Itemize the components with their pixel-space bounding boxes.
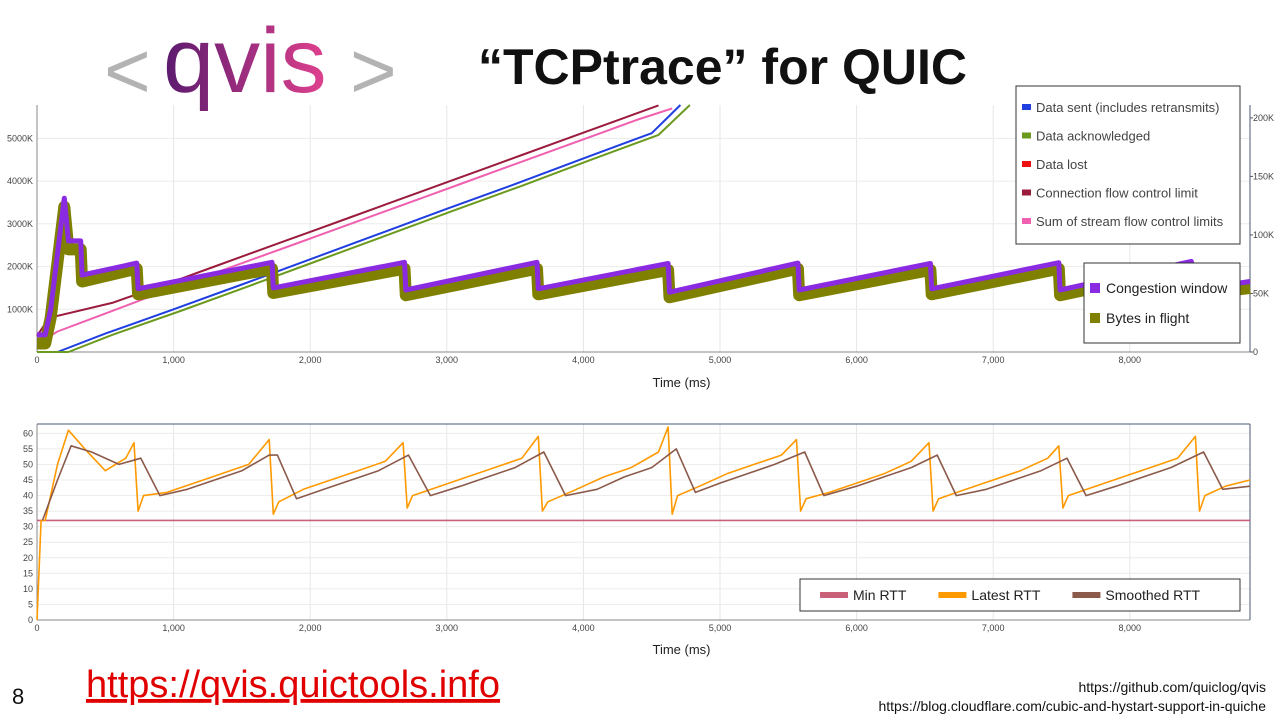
legend-label: Bytes in flight [1106, 310, 1189, 326]
x-axis-title: Time (ms) [652, 642, 710, 657]
x-axis-title: Time (ms) [652, 375, 710, 390]
x-tick-label: 2,000 [299, 355, 322, 365]
x-tick-label: 7,000 [982, 623, 1005, 633]
link[interactable]: https://qvis.quictools.info [86, 664, 500, 706]
legend-swatch [820, 592, 848, 598]
y2-tick-label: 0 [1253, 347, 1258, 357]
data-line [37, 104, 691, 353]
y2-tick-label: 150K [1253, 171, 1274, 181]
legend-label: Data lost [1036, 157, 1088, 172]
legend-swatch [1072, 592, 1101, 598]
x-tick-label: 1,000 [162, 623, 185, 633]
data-line [41, 445, 1251, 521]
y-tick-label: 1000K [7, 304, 33, 314]
y-tick-label: 60 [23, 428, 33, 438]
y-tick-label: 55 [23, 444, 33, 454]
x-tick-label: 4,000 [572, 355, 595, 365]
x-tick-label: 4,000 [572, 623, 595, 633]
page-number: 8 [12, 684, 24, 709]
legend-label: Data sent (includes retransmits) [1036, 100, 1220, 115]
y-tick-label: 0 [28, 615, 33, 625]
data-line [37, 195, 1251, 338]
data-line [37, 104, 682, 353]
legend-label: Congestion window [1106, 280, 1228, 296]
legend-swatch [1090, 313, 1100, 323]
y2-tick-label: 200K [1253, 113, 1274, 123]
x-tick-label: 0 [34, 355, 39, 365]
y-tick-label: 25 [23, 537, 33, 547]
legend-swatch [1022, 132, 1031, 139]
y-tick-label: 40 [23, 491, 33, 501]
y-tick-label: 45 [23, 475, 33, 485]
x-tick-label: 6,000 [845, 623, 868, 633]
x-tick-label: 5,000 [709, 355, 732, 365]
legend-swatch [1022, 161, 1031, 167]
legend-swatch [938, 592, 967, 598]
slide-title: “TCPtrace” for QUIC [478, 39, 967, 95]
x-tick-label: 8,000 [1119, 623, 1142, 633]
legend-swatch [1022, 218, 1031, 224]
y-tick-label: 50 [23, 459, 33, 469]
data-line [36, 107, 673, 346]
legend-label: Data acknowledged [1036, 129, 1150, 144]
y-tick-label: 2000K [7, 262, 33, 272]
logo-bracket: < [104, 26, 151, 115]
legend-label: Sum of stream flow control limits [1036, 214, 1224, 229]
x-tick-label: 0 [34, 623, 39, 633]
logo-word: qvis [163, 10, 327, 112]
x-tick-label: 7,000 [982, 355, 1005, 365]
data-line [36, 426, 1251, 621]
y-tick-label: 10 [23, 584, 33, 594]
legend-label: Min RTT [853, 587, 907, 603]
x-tick-label: 3,000 [436, 355, 459, 365]
y2-tick-label: 100K [1253, 230, 1274, 240]
legend-box [1015, 85, 1241, 245]
legend-swatch [1090, 283, 1100, 293]
legend-swatch [1022, 104, 1031, 110]
y-tick-label: 5000K [7, 133, 33, 143]
y-tick-label: 20 [23, 553, 33, 563]
legend-swatch [1022, 189, 1031, 196]
x-tick-label: 6,000 [845, 355, 868, 365]
legend-label: Connection flow control limit [1036, 186, 1198, 201]
x-tick-label: 3,000 [436, 623, 459, 633]
y-tick-label: 35 [23, 506, 33, 516]
y-tick-label: 30 [23, 522, 33, 532]
x-tick-label: 2,000 [299, 623, 322, 633]
y-tick-label: 3000K [7, 219, 33, 229]
y-tick-label: 5 [28, 599, 33, 609]
legend-label: Smoothed RTT [1105, 587, 1200, 603]
legend-box [799, 578, 1241, 612]
x-tick-label: 1,000 [162, 355, 185, 365]
y-tick-label: 4000K [7, 176, 33, 186]
reference: https://github.com/quiclog/qvis [1078, 679, 1266, 695]
y-tick-label: 15 [23, 568, 33, 578]
x-tick-label: 8,000 [1119, 355, 1142, 365]
legend-box [1083, 262, 1241, 344]
y2-tick-label: 50K [1253, 288, 1269, 298]
x-tick-label: 5,000 [709, 623, 732, 633]
reference: https://blog.cloudflare.com/cubic-and-hy… [878, 698, 1266, 714]
legend-label: Latest RTT [971, 587, 1040, 603]
logo-bracket: > [350, 26, 397, 115]
